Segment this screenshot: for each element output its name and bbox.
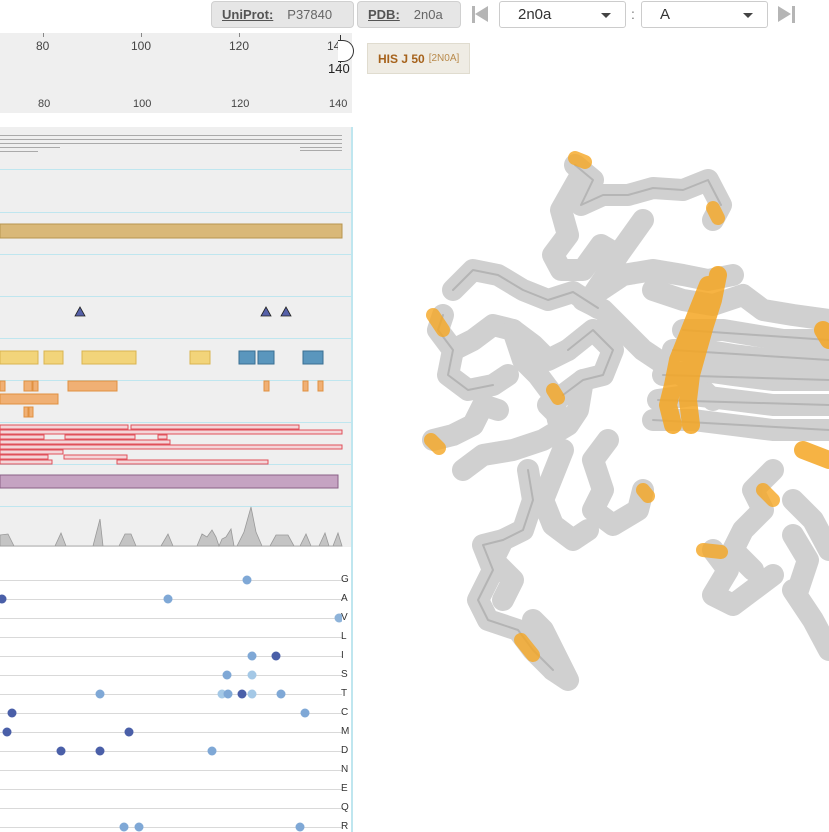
variant-dot <box>242 575 252 585</box>
chain-select-value: A <box>660 6 671 23</box>
site-marker <box>260 306 272 317</box>
variant-dot <box>163 594 173 604</box>
secondary-structure-track <box>0 350 324 365</box>
residue-label: C <box>341 707 349 718</box>
pdb-value: 2n0a <box>413 7 443 22</box>
selected-residue: HIS J 50 <box>378 51 425 66</box>
variant-dot <box>0 594 7 604</box>
site-marker <box>74 306 86 317</box>
variant-dot <box>134 822 144 832</box>
variant-dot <box>7 708 17 718</box>
structure-viewer[interactable]: HIS J 50 [2N0A] <box>353 30 829 832</box>
uniprot-badge[interactable]: UniProt: P37840 <box>211 1 354 28</box>
pdb-label[interactable]: PDB: <box>368 7 400 22</box>
domain-feature <box>0 223 343 239</box>
residue-label: M <box>341 726 350 737</box>
feature-panel: 80 100 120 14 140 80 100 120 140 <box>0 30 354 832</box>
toolbar: UniProt: P37840 PDB: 2n0a 2n0a : A <box>0 0 829 30</box>
select-separator: : <box>631 6 635 22</box>
scale-tick: 14 <box>327 39 341 53</box>
scale-tick: 120 <box>229 39 250 53</box>
variant-dot <box>95 689 105 699</box>
variant-dot <box>223 689 233 699</box>
axis-tick: 140 <box>329 98 348 110</box>
variant-dot <box>247 689 257 699</box>
zoom-handle[interactable] <box>338 40 354 62</box>
residue-label: Q <box>341 802 349 813</box>
feature-tracks-svg <box>0 135 352 547</box>
first-structure-icon[interactable] <box>472 6 489 23</box>
variant-dot <box>119 822 129 832</box>
residue-label: L <box>341 631 347 642</box>
residue-label: I <box>341 650 344 661</box>
residue-label: N <box>341 764 349 775</box>
residue-label: G <box>341 574 349 585</box>
navigation-ruler[interactable]: 80 100 120 14 140 <box>0 33 354 113</box>
variant-dot <box>56 746 66 756</box>
track-border <box>351 127 353 832</box>
residue-label: A <box>341 593 348 604</box>
variant-dot <box>247 670 257 680</box>
feature-tracks <box>0 127 352 547</box>
axis-tick: 100 <box>133 98 152 110</box>
selected-residue-chip: HIS J 50 [2N0A] <box>367 43 471 74</box>
position-label: 140 <box>328 61 350 76</box>
chain-select[interactable]: A <box>641 1 768 28</box>
axis-tick: 80 <box>38 98 51 110</box>
variant-dots[interactable] <box>0 547 342 832</box>
structure-select-value: 2n0a <box>518 6 552 23</box>
axis-tick: 120 <box>231 98 250 110</box>
chevron-down-icon <box>743 13 753 18</box>
region-feature <box>0 474 339 489</box>
residue-label: E <box>341 783 348 794</box>
structure-select[interactable]: 2n0a <box>499 1 626 28</box>
selected-pdb: [2N0A] <box>428 53 460 64</box>
variant-dot <box>276 689 286 699</box>
variant-dot <box>124 727 134 737</box>
protein-surface[interactable] <box>353 30 829 832</box>
variant-dot <box>207 746 217 756</box>
variant-dot <box>334 613 342 623</box>
variant-dot <box>2 727 12 737</box>
ptm-track <box>0 380 324 418</box>
pdb-badge[interactable]: PDB: 2n0a <box>357 1 461 28</box>
variant-dot <box>95 746 105 756</box>
residue-label: V <box>341 612 348 623</box>
scale-tick: 80 <box>36 39 50 53</box>
site-marker <box>280 306 292 317</box>
residue-label: S <box>341 669 348 680</box>
conservation-plot <box>0 506 343 547</box>
variants-coverage-track <box>0 424 343 465</box>
variant-dot <box>295 822 305 832</box>
variant-dot <box>247 651 257 661</box>
uniprot-value: P37840 <box>287 7 333 22</box>
variant-dot <box>237 689 247 699</box>
scale-tick: 100 <box>131 39 152 53</box>
residue-label: T <box>341 688 348 699</box>
residue-label: D <box>341 745 349 756</box>
variants-matrix: G A V L I S T C M D N E Q R <box>0 547 351 832</box>
variant-dot <box>222 670 232 680</box>
variant-dot <box>300 708 310 718</box>
last-structure-icon[interactable] <box>778 6 795 23</box>
uniprot-label[interactable]: UniProt: <box>222 7 274 22</box>
variant-dot <box>271 651 281 661</box>
overview-track <box>0 135 342 152</box>
chevron-down-icon <box>601 13 611 18</box>
residue-label: R <box>341 821 349 832</box>
